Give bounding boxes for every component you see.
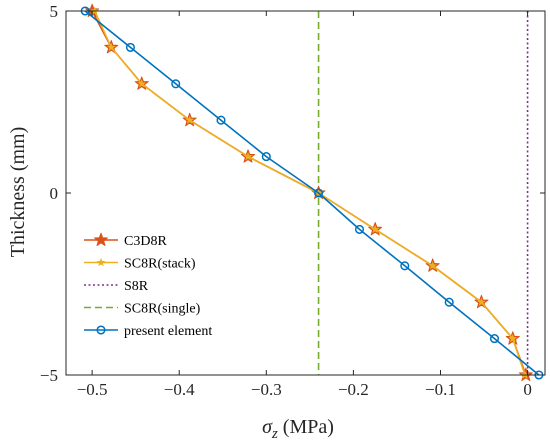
x-axis-label-symbol: σ xyxy=(262,416,273,438)
data-point xyxy=(261,152,271,162)
legend-entry: present element xyxy=(84,324,212,339)
plot-area xyxy=(66,11,545,375)
legend-entry: C3D8R xyxy=(84,232,167,249)
data-point xyxy=(476,297,486,306)
data-point xyxy=(354,224,365,234)
series-present-element xyxy=(80,6,544,380)
legend-label: C3D8R xyxy=(124,234,167,249)
x-tick-label: −0.3 xyxy=(251,380,282,399)
data-point xyxy=(137,79,147,88)
y-axis-label: Thickness (mm) xyxy=(7,127,29,258)
x-tick-label: −0.2 xyxy=(338,380,369,399)
x-tick-label: −0.5 xyxy=(77,380,108,399)
x-tick-label: 0 xyxy=(523,380,532,399)
data-point xyxy=(171,79,181,89)
legend-marker xyxy=(96,257,106,267)
data-point xyxy=(428,261,438,270)
legend-label: present element xyxy=(124,324,212,339)
legend: C3D8R SC8R(stack) S8R SC8R(single) present e… xyxy=(84,232,212,339)
legend-entry: S8R xyxy=(84,279,149,294)
x-axis-label-subscript: z xyxy=(271,426,278,442)
legend-label: SC8R(single) xyxy=(124,302,201,317)
x-tick-label: −0.4 xyxy=(164,380,195,399)
data-point xyxy=(370,224,380,234)
legend-label: SC8R(stack) xyxy=(124,257,196,272)
data-point xyxy=(185,115,195,124)
x-tick-label: −0.1 xyxy=(425,380,456,399)
y-tick-label: −5 xyxy=(40,366,58,385)
series-line xyxy=(84,10,540,376)
x-axis-label-unit: (MPa) xyxy=(278,416,334,438)
data-point xyxy=(243,151,253,161)
data-point xyxy=(125,42,135,52)
legend-entry: SC8R(stack) xyxy=(84,257,196,272)
data-point xyxy=(216,115,226,125)
legend-entry: SC8R(single) xyxy=(84,302,201,317)
series-layer xyxy=(80,3,544,382)
data-point xyxy=(489,334,500,344)
x-axis-label: σz (MPa) xyxy=(262,416,334,442)
data-point xyxy=(106,42,116,52)
legend-label: S8R xyxy=(124,279,149,294)
data-point xyxy=(314,188,324,198)
legend-marker xyxy=(96,325,106,335)
y-tick-label: 5 xyxy=(50,2,59,21)
data-point xyxy=(508,333,518,343)
data-point xyxy=(444,297,454,307)
legend-marker xyxy=(93,232,109,247)
y-tick-label: 0 xyxy=(50,184,59,203)
ticks: −0.5 −0.4 −0.3 −0.2 −0.1 0 −5 0 5 xyxy=(40,2,545,399)
data-point xyxy=(400,261,410,271)
